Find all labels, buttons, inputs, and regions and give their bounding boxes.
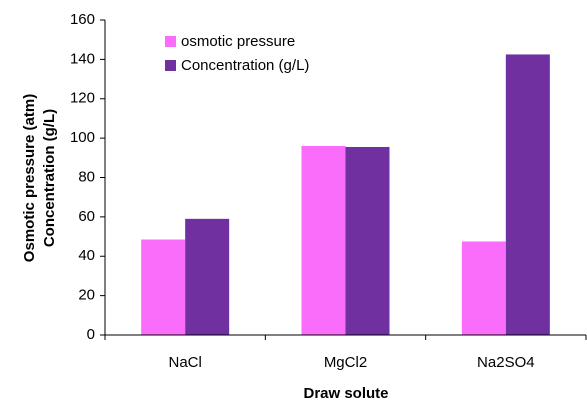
bar	[505, 54, 550, 335]
bar	[301, 146, 346, 335]
y-tick-label: 40	[78, 247, 95, 264]
legend-swatch	[165, 60, 176, 71]
bar	[141, 239, 186, 335]
bar	[185, 218, 230, 335]
legend-label: osmotic pressure	[181, 33, 295, 50]
legend-label: Concentration (g/L)	[181, 57, 309, 74]
bar	[461, 241, 506, 335]
y-tick-label: 60	[78, 208, 95, 225]
x-tick-label: Na2SO4	[477, 354, 535, 371]
y-tick-label: 0	[87, 326, 95, 343]
y-tick-label: 160	[70, 11, 95, 28]
y-axis-label: Concentration (g/L)	[41, 109, 58, 247]
x-tick-label: MgCl2	[324, 354, 367, 371]
y-tick-label: 80	[78, 168, 95, 185]
legend-swatch	[165, 36, 176, 47]
y-tick-label: 140	[70, 50, 95, 67]
y-tick-label: 20	[78, 287, 95, 304]
x-axis-label: Draw solute	[303, 385, 388, 402]
y-tick-label: 120	[70, 90, 95, 107]
x-tick-label: NaCl	[168, 354, 201, 371]
y-tick-label: 100	[70, 129, 95, 146]
bar	[345, 146, 390, 335]
y-axis-label: Osmotic pressure (atm)	[21, 94, 38, 262]
